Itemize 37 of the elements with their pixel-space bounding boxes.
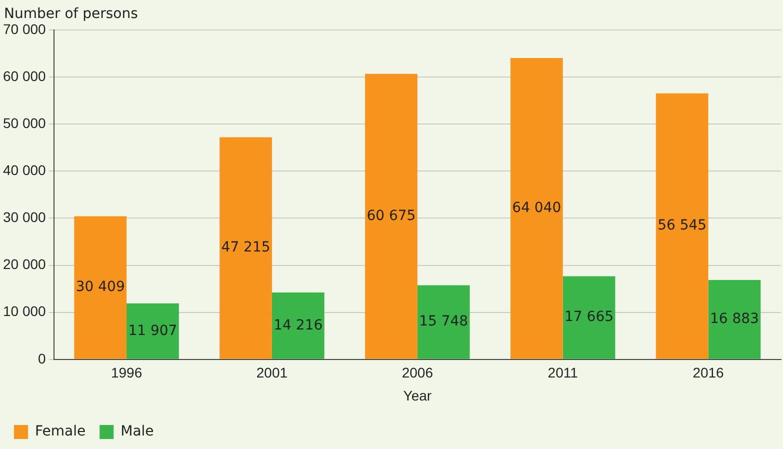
y-axis-title: Number of persons — [4, 6, 138, 22]
data-label: 30 409 — [76, 279, 125, 296]
bar — [510, 58, 563, 359]
data-label: 64 040 — [512, 200, 562, 216]
data-label: 47 215 — [221, 240, 270, 256]
data-label: 16 883 — [710, 311, 759, 328]
bar — [126, 303, 179, 359]
y-tick-label: 50 000 — [2, 114, 46, 131]
x-tick-label: 2011 — [548, 364, 578, 381]
data-label: 14 216 — [274, 317, 323, 334]
x-axis-title: Year — [403, 387, 432, 404]
x-tick-label: 2006 — [402, 364, 434, 381]
y-tick-label: 30 000 — [2, 209, 46, 226]
x-tick-label: 2001 — [256, 364, 288, 381]
data-label: 56 545 — [658, 218, 707, 234]
bar — [708, 280, 761, 359]
x-tick-label: 1996 — [110, 364, 142, 381]
y-tick-label: 0 — [38, 350, 46, 366]
bar — [562, 276, 616, 359]
y-tick-label: 20 000 — [2, 256, 46, 272]
x-tick-label: 2016 — [692, 364, 724, 381]
y-tick-label: 40 000 — [2, 162, 46, 178]
bar — [656, 93, 708, 359]
bar — [417, 285, 470, 359]
bar — [272, 292, 324, 359]
data-label: 60 675 — [366, 208, 416, 224]
bar — [220, 137, 272, 359]
data-label: 17 665 — [564, 309, 614, 326]
y-tick-label: 60 000 — [2, 68, 46, 84]
legend-label: Female — [35, 424, 86, 440]
data-label: 11 907 — [128, 322, 178, 339]
y-tick-label: 10 000 — [2, 303, 46, 320]
data-label: 15 748 — [419, 314, 468, 330]
bar — [74, 216, 127, 359]
bar — [365, 74, 418, 359]
y-tick-label: 70 000 — [2, 20, 46, 37]
legend-label: Male — [120, 424, 154, 440]
